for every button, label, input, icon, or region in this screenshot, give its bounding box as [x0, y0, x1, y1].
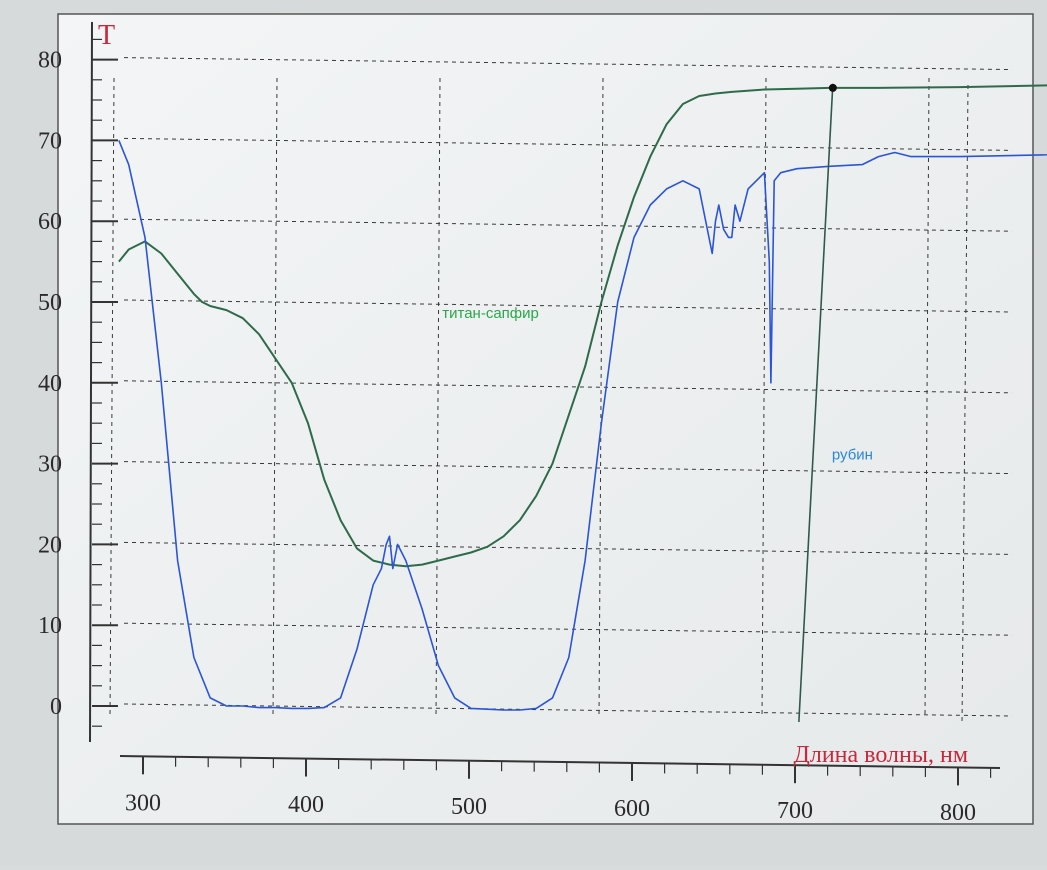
axes: 0 10 20 30 40 50 60 70 80 300 400 500 600 700 800: [38, 21, 1001, 826]
x-tick-label-700: 700: [777, 798, 813, 824]
y-tick-label-0: 0: [50, 694, 62, 720]
x-tick-label-300: 300: [125, 790, 161, 816]
y-tick-label-40: 40: [38, 371, 62, 397]
x-axis-line: [119, 755, 1001, 769]
v-gridline-300: [109, 77, 115, 719]
y-tick-label-50: 50: [38, 290, 62, 316]
series-line-ti-sapphire: [118, 84, 1047, 568]
annotation-ruby: рубин: [832, 447, 873, 464]
y-tick-label-80: 80: [38, 48, 62, 74]
y-tick-label-20: 20: [38, 532, 62, 558]
v-gridline-600: [598, 77, 604, 719]
v-gridline-500: [435, 77, 441, 719]
annotation-ti-sapphire: титан-сапфир: [442, 305, 539, 322]
x-tick-label-500: 500: [451, 794, 487, 820]
v-gridline-right: [961, 84, 969, 726]
y-tick-label-60: 60: [38, 209, 62, 235]
series: [118, 83, 1047, 723]
plot-panel: [57, 13, 1034, 825]
x-tick-label-400: 400: [288, 792, 324, 818]
x-axis-title: Длина волны, нм: [793, 742, 968, 768]
y-tick-label-30: 30: [38, 452, 62, 478]
y-tick-label-10: 10: [38, 613, 62, 639]
y-axis-line: [89, 21, 93, 743]
x-tick-label-600: 600: [614, 796, 650, 822]
x-tick-label-800: 800: [940, 800, 976, 826]
cursor-marker: [828, 83, 837, 92]
v-gridline-800: [924, 77, 930, 719]
v-gridline-400: [272, 77, 278, 719]
labels: титан-сапфир рубин: [442, 305, 873, 463]
y-tick-label-70: 70: [38, 128, 62, 154]
y-axis-title: T: [98, 20, 115, 51]
cursor-line: [798, 83, 834, 723]
series-line-ruby: [118, 140, 1047, 711]
